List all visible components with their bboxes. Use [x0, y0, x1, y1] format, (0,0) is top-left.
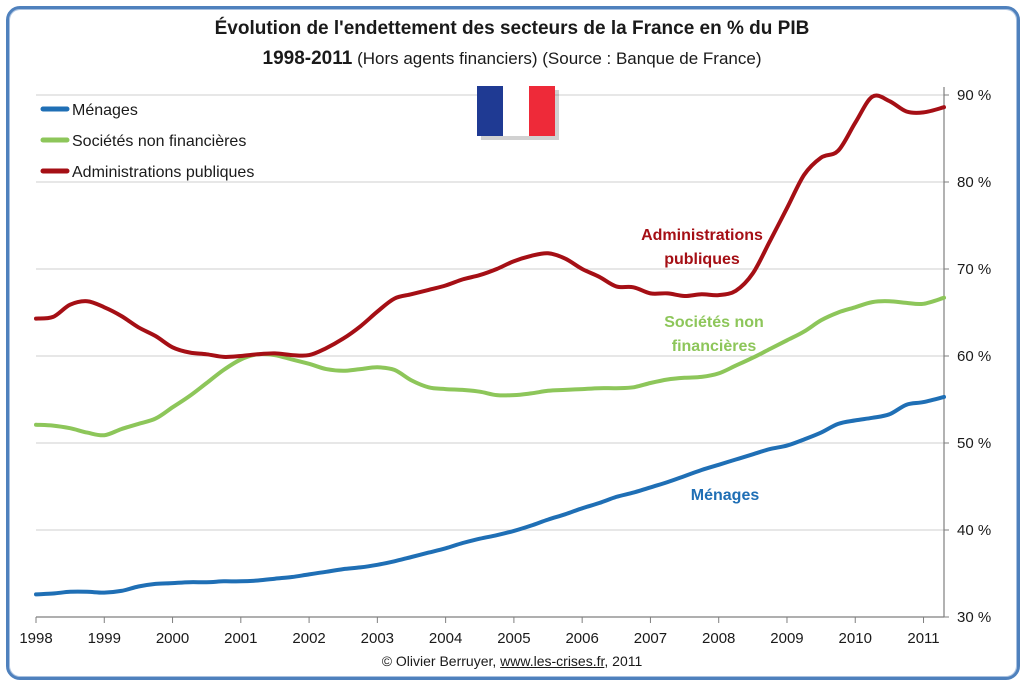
x-tick-label: 2006 [565, 630, 598, 647]
y-tick-label: 50 % [957, 435, 991, 452]
y-tick-label: 30 % [957, 609, 991, 626]
flag-stripe [529, 86, 555, 136]
source-link[interactable]: www.les-crises.fr [500, 653, 605, 669]
menages-line [34, 394, 946, 597]
chart-subtitle: 1998-2011 (Hors agents financiers) (Sour… [0, 48, 1024, 70]
x-tick-label: 2003 [361, 630, 394, 647]
chart-title: Évolution de l'endettement des secteurs … [214, 18, 810, 39]
flag-stripe [477, 86, 503, 136]
x-tick-label: 2000 [156, 630, 189, 647]
chart-footer: © Olivier Berruyer, www.les-crises.fr, 2… [0, 653, 1024, 669]
societes-annotation: Sociétés non [664, 314, 764, 331]
copyright-text: © Olivier Berruyer, [381, 653, 501, 669]
axes: 30 % 40 % 50 % 60 % 70 % 80 % 90 % 1998 1999 2000… [19, 87, 991, 647]
legend-item-societes: Sociétés non financières [72, 133, 246, 150]
x-tick-label: 2004 [429, 630, 462, 647]
administrations-annotation: publiques [664, 251, 740, 268]
x-tick-label: 1999 [88, 630, 121, 647]
footer-year: , 2011 [604, 653, 643, 669]
y-tick-label: 80 % [957, 174, 991, 191]
legend-item-menages: Ménages [72, 102, 138, 119]
x-tick-label: 2010 [839, 630, 872, 647]
x-tick-label: 2008 [702, 630, 735, 647]
x-tick-label: 2007 [634, 630, 667, 647]
legend-item-administrations: Administrations publiques [72, 164, 254, 181]
legend: Ménages Sociétés non financières Administr… [40, 102, 254, 181]
x-tick-label: 2009 [770, 630, 803, 647]
flag-stripe [503, 86, 529, 136]
chart-period: 1998-2011 [262, 48, 353, 69]
french-flag-icon [477, 86, 559, 140]
y-tick-label: 90 % [957, 87, 991, 104]
administrations-annotation: Administrations [641, 227, 763, 244]
societes-annotation: financières [672, 338, 757, 355]
menages-annotation: Ménages [691, 487, 760, 504]
series-lines [34, 93, 946, 597]
x-tick-label: 1998 [19, 630, 52, 647]
x-tick-label: 2001 [224, 630, 257, 647]
x-tick-label: 2002 [292, 630, 325, 647]
series-annotations: Ménages Sociétés non financières Administra… [641, 227, 764, 504]
chart-subtitle-source: (Hors agents financiers) (Source : Banqu… [352, 49, 762, 68]
x-tick-label: 2011 [907, 630, 939, 647]
grid-lines [36, 94, 944, 531]
x-tick-label: 2005 [497, 630, 530, 647]
societes-non-financieres-line [34, 295, 946, 438]
y-tick-label: 60 % [957, 348, 991, 365]
administrations-publiques-line [34, 93, 946, 359]
y-tick-label: 40 % [957, 522, 991, 539]
y-tick-label: 70 % [957, 261, 991, 278]
